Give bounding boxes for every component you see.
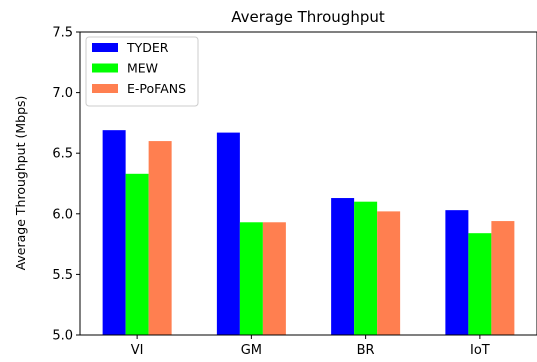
y-axis: 5.0 5.5 6.0 6.5 7.0 7.5 — [52, 26, 80, 344]
bar-e-pofans-br — [377, 211, 401, 335]
bar-tyder-br — [331, 198, 355, 335]
x-tick-label: IoT — [470, 343, 490, 358]
y-axis-label: Average Throughput (Mbps) — [13, 96, 28, 271]
y-tick-label: 7.5 — [52, 26, 73, 41]
bar-mew-gm — [239, 222, 263, 335]
legend-swatch-mew — [92, 63, 118, 73]
bars-group — [102, 130, 515, 335]
legend: TYDER MEW E-PoFANS — [85, 36, 199, 107]
legend-swatch-tyder — [92, 43, 118, 52]
x-axis: VI GM BR IoT — [131, 335, 490, 358]
legend-label-mew: MEW — [127, 61, 158, 76]
bar-mew-iot — [468, 233, 492, 335]
legend-swatch-e-pofans — [92, 84, 118, 93]
bar-tyder-iot — [445, 210, 469, 335]
y-tick-label: 7.0 — [52, 86, 73, 101]
y-tick-label: 6.5 — [52, 147, 73, 162]
bar-tyder-gm — [216, 132, 240, 335]
bar-mew-vi — [125, 173, 149, 335]
x-tick-label: GM — [241, 343, 262, 358]
chart-title: Average Throughput — [231, 8, 385, 26]
bar-e-pofans-gm — [262, 222, 286, 335]
y-tick-label: 6.0 — [52, 207, 73, 222]
y-tick-label: 5.5 — [52, 268, 73, 283]
plot-frame — [79, 31, 537, 336]
legend-label-tyder: TYDER — [126, 40, 169, 55]
x-tick-label: BR — [357, 343, 375, 358]
bar-tyder-vi — [102, 130, 126, 335]
bar-e-pofans-iot — [491, 221, 515, 335]
y-tick-label: 5.0 — [52, 329, 73, 344]
bar-e-pofans-vi — [148, 141, 172, 335]
x-tick-label: VI — [131, 343, 144, 358]
bar-mew-br — [354, 201, 378, 335]
legend-label-e-pofans: E-PoFANS — [127, 81, 186, 96]
